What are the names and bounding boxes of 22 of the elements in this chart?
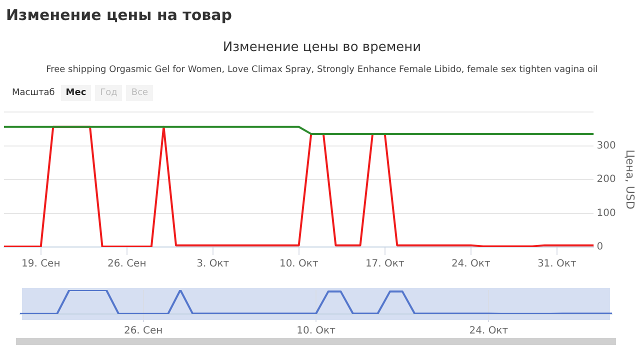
y-axis-title: Цена, USD (624, 150, 637, 210)
x-tick-label: 31. Окт (537, 258, 576, 270)
x-tick-label: 26. Сен (107, 258, 146, 270)
text: Мес (60, 85, 92, 101)
x-tick-label: 10. Окт (279, 258, 318, 270)
text: Изменение цены на товар (6, 6, 232, 24)
y-tick-label: 300 (596, 140, 616, 152)
chart-subtitle: Free shipping Orgasmic Gel for Women, Love Climax Spray, Strongly Enhance Female Libido, female sex tighten vagina oil (45, 65, 599, 75)
y-tick-label: 0 (596, 242, 604, 253)
text: Год (95, 85, 122, 101)
x-tick-label: 26. Сен (124, 326, 163, 337)
chart-title: Изменение цены во времени (222, 40, 422, 55)
text: Масштаб (12, 88, 55, 98)
text: Все (126, 85, 154, 101)
x-tick-label: 19. Сен (21, 258, 60, 270)
x-tick-label: 17. Окт (365, 258, 404, 270)
x-tick-label: 10. Окт (296, 326, 336, 337)
x-tick-label: 3. Окт (196, 258, 230, 270)
y-tick-label: 100 (596, 208, 616, 219)
x-tick-label: 24. Окт (469, 326, 508, 337)
y-tick-label: 200 (596, 174, 616, 186)
x-tick-label: 24. Окт (451, 258, 490, 270)
